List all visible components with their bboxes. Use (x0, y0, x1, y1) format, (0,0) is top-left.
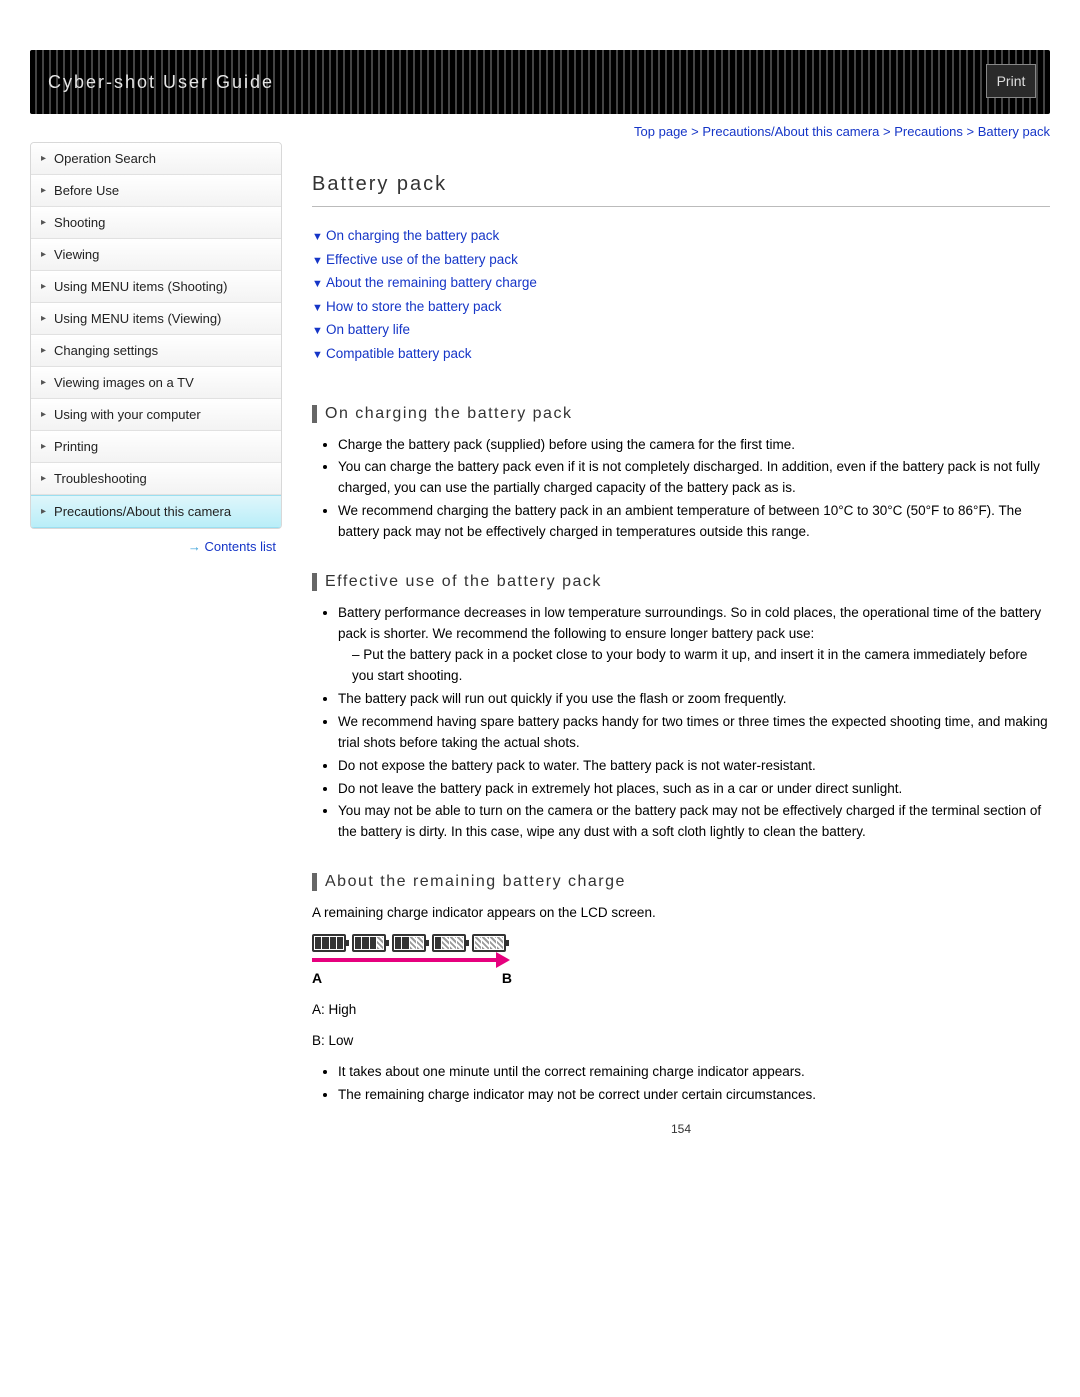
list-item: We recommend having spare battery packs … (338, 712, 1050, 754)
battery-level-icon (472, 934, 506, 952)
guide-title: Cyber-shot User Guide (48, 72, 274, 93)
contents-list-link[interactable]: Contents list (188, 539, 276, 554)
battery-diagram: A B (312, 934, 1050, 986)
anchor-link[interactable]: How to store the battery pack (312, 296, 1050, 318)
sidebar-item[interactable]: ▸ Troubleshooting (31, 463, 281, 495)
sidebar-item-label: Precautions/About this camera (54, 504, 231, 519)
chevron-right-icon: ▸ (41, 441, 46, 452)
list-item: You may not be able to turn on the camer… (338, 801, 1050, 843)
breadcrumb: Top page > Precautions/About this camera… (312, 124, 1050, 139)
breadcrumb-separator: > (963, 124, 978, 139)
sidebar-item-label: Viewing images on a TV (54, 375, 194, 390)
chevron-right-icon: ▸ (41, 217, 46, 228)
page-title: Battery pack (312, 173, 1050, 207)
sidebar-item[interactable]: ▸ Viewing (31, 239, 281, 271)
sidebar: ▸ Operation Search ▸ Before Use ▸ Shooting ▸ Vi… (30, 124, 282, 1136)
sidebar-item-label: Printing (54, 439, 98, 454)
print-button[interactable]: Print (986, 64, 1036, 98)
list-item: Do not leave the battery pack in extreme… (338, 779, 1050, 800)
gradient-arrow-icon (312, 958, 498, 962)
list-item: The battery pack will run out quickly if… (338, 689, 1050, 710)
list-item: The remaining charge indicator may not b… (338, 1085, 1050, 1106)
chevron-right-icon: ▸ (41, 313, 46, 324)
label-a-desc: A: High (312, 1000, 1050, 1021)
sidebar-item-label: Shooting (54, 215, 105, 230)
sidebar-item[interactable]: ▸ Precautions/About this camera (31, 495, 281, 528)
sidebar-item-label: Using with your computer (54, 407, 201, 422)
page-number: 154 (312, 1122, 1050, 1136)
sidebar-item[interactable]: ▸ Shooting (31, 207, 281, 239)
list-item: Put the battery pack in a pocket close t… (352, 645, 1050, 687)
main-content: Top page > Precautions/About this camera… (282, 124, 1050, 1136)
battery-level-icon (432, 934, 466, 952)
section-remaining-bullets: It takes about one minute until the corr… (312, 1062, 1050, 1106)
label-a: A (312, 970, 322, 986)
breadcrumb-link[interactable]: Precautions (894, 124, 963, 139)
label-b: B (502, 970, 512, 986)
sidebar-item[interactable]: ▸ Printing (31, 431, 281, 463)
battery-icons-row (312, 934, 1050, 952)
sidebar-item[interactable]: ▸ Operation Search (31, 143, 281, 175)
breadcrumb-link[interactable]: Precautions/About this camera (702, 124, 879, 139)
anchor-link[interactable]: On charging the battery pack (312, 225, 1050, 247)
battery-level-icon (312, 934, 346, 952)
chevron-right-icon: ▸ (41, 377, 46, 388)
section-heading-effective: Effective use of the battery pack (312, 573, 1050, 591)
list-item: You can charge the battery pack even if … (338, 457, 1050, 499)
sidebar-item-label: Before Use (54, 183, 119, 198)
anchor-link[interactable]: About the remaining battery charge (312, 272, 1050, 294)
sidebar-item[interactable]: ▸ Using MENU items (Shooting) (31, 271, 281, 303)
sidebar-item-label: Changing settings (54, 343, 158, 358)
sidebar-item[interactable]: ▸ Changing settings (31, 335, 281, 367)
chevron-right-icon: ▸ (41, 153, 46, 164)
sidebar-item-label: Troubleshooting (54, 471, 147, 486)
chevron-right-icon: ▸ (41, 281, 46, 292)
sidebar-item[interactable]: ▸ Viewing images on a TV (31, 367, 281, 399)
list-item: Do not expose the battery pack to water.… (338, 756, 1050, 777)
header-bar: Cyber-shot User Guide Print (30, 50, 1050, 114)
sidebar-item[interactable]: ▸ Using with your computer (31, 399, 281, 431)
sidebar-item[interactable]: ▸ Before Use (31, 175, 281, 207)
chevron-right-icon: ▸ (41, 473, 46, 484)
breadcrumb-separator: > (879, 124, 894, 139)
section-heading-charging: On charging the battery pack (312, 405, 1050, 423)
battery-level-icon (392, 934, 426, 952)
breadcrumb-link[interactable]: Top page (634, 124, 688, 139)
breadcrumb-separator: > (688, 124, 703, 139)
label-b-desc: B: Low (312, 1031, 1050, 1052)
chevron-right-icon: ▸ (41, 185, 46, 196)
anchor-list: On charging the battery packEffective us… (312, 225, 1050, 365)
anchor-link[interactable]: Effective use of the battery pack (312, 249, 1050, 271)
list-item: We recommend charging the battery pack i… (338, 501, 1050, 543)
chevron-right-icon: ▸ (41, 345, 46, 356)
list-item: It takes about one minute until the corr… (338, 1062, 1050, 1083)
section-effective-bullets: Battery performance decreases in low tem… (312, 603, 1050, 843)
sidebar-item-label: Using MENU items (Shooting) (54, 279, 227, 294)
sidebar-item[interactable]: ▸ Using MENU items (Viewing) (31, 303, 281, 335)
sidebar-item-label: Using MENU items (Viewing) (54, 311, 221, 326)
anchor-link[interactable]: On battery life (312, 319, 1050, 341)
sidebar-item-label: Operation Search (54, 151, 156, 166)
chevron-right-icon: ▸ (41, 249, 46, 260)
ab-labels: A B (312, 970, 512, 986)
sidebar-item-label: Viewing (54, 247, 99, 262)
section-heading-remaining: About the remaining battery charge (312, 873, 1050, 891)
chevron-right-icon: ▸ (41, 506, 46, 517)
list-item: Charge the battery pack (supplied) befor… (338, 435, 1050, 456)
list-item: Battery performance decreases in low tem… (338, 603, 1050, 687)
remaining-intro: A remaining charge indicator appears on … (312, 903, 1050, 924)
sidebar-list: ▸ Operation Search ▸ Before Use ▸ Shooting ▸ Vi… (30, 142, 282, 529)
battery-level-icon (352, 934, 386, 952)
breadcrumb-link[interactable]: Battery pack (978, 124, 1050, 139)
section-charging-bullets: Charge the battery pack (supplied) befor… (312, 435, 1050, 544)
anchor-link[interactable]: Compatible battery pack (312, 343, 1050, 365)
chevron-right-icon: ▸ (41, 409, 46, 420)
